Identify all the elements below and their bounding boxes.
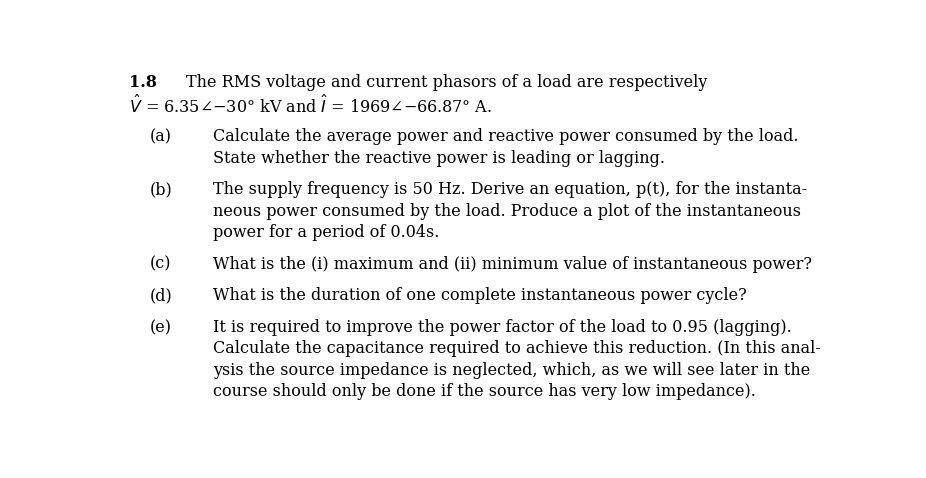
Text: (a): (a) bbox=[150, 129, 172, 145]
Text: What is the (i) maximum and (ii) minimum value of instantaneous power?: What is the (i) maximum and (ii) minimum… bbox=[213, 256, 811, 273]
Text: ysis the source impedance is neglected, which, as we will see later in the: ysis the source impedance is neglected, … bbox=[213, 362, 810, 379]
Text: (e): (e) bbox=[150, 319, 172, 336]
Text: neous power consumed by the load. Produce a plot of the instantaneous: neous power consumed by the load. Produc… bbox=[213, 203, 801, 220]
Text: course should only be done if the source has very low impedance).: course should only be done if the source… bbox=[213, 383, 756, 400]
Text: State whether the reactive power is leading or lagging.: State whether the reactive power is lead… bbox=[213, 150, 665, 167]
Text: It is required to improve the power factor of the load to 0.95 (lagging).: It is required to improve the power fact… bbox=[213, 319, 792, 336]
Text: What is the duration of one complete instantaneous power cycle?: What is the duration of one complete ins… bbox=[213, 287, 746, 304]
Text: Calculate the average power and reactive power consumed by the load.: Calculate the average power and reactive… bbox=[213, 129, 798, 145]
Text: The RMS voltage and current phasors of a load are respectively: The RMS voltage and current phasors of a… bbox=[186, 74, 707, 91]
Text: (d): (d) bbox=[150, 287, 173, 304]
Text: (b): (b) bbox=[150, 181, 173, 198]
Text: power for a period of 0.04s.: power for a period of 0.04s. bbox=[213, 224, 439, 241]
Text: (c): (c) bbox=[150, 256, 171, 273]
Text: The supply frequency is 50 Hz. Derive an equation, p(t), for the instanta-: The supply frequency is 50 Hz. Derive an… bbox=[213, 181, 807, 198]
Text: $\hat{V}$ = 6.35∠−30° kV and $\hat{I}$ = 1969∠−66.87° A.: $\hat{V}$ = 6.35∠−30° kV and $\hat{I}$ =… bbox=[129, 95, 492, 117]
Text: 1.8: 1.8 bbox=[129, 74, 156, 91]
Text: Calculate the capacitance required to achieve this reduction. (In this anal-: Calculate the capacitance required to ac… bbox=[213, 340, 820, 358]
